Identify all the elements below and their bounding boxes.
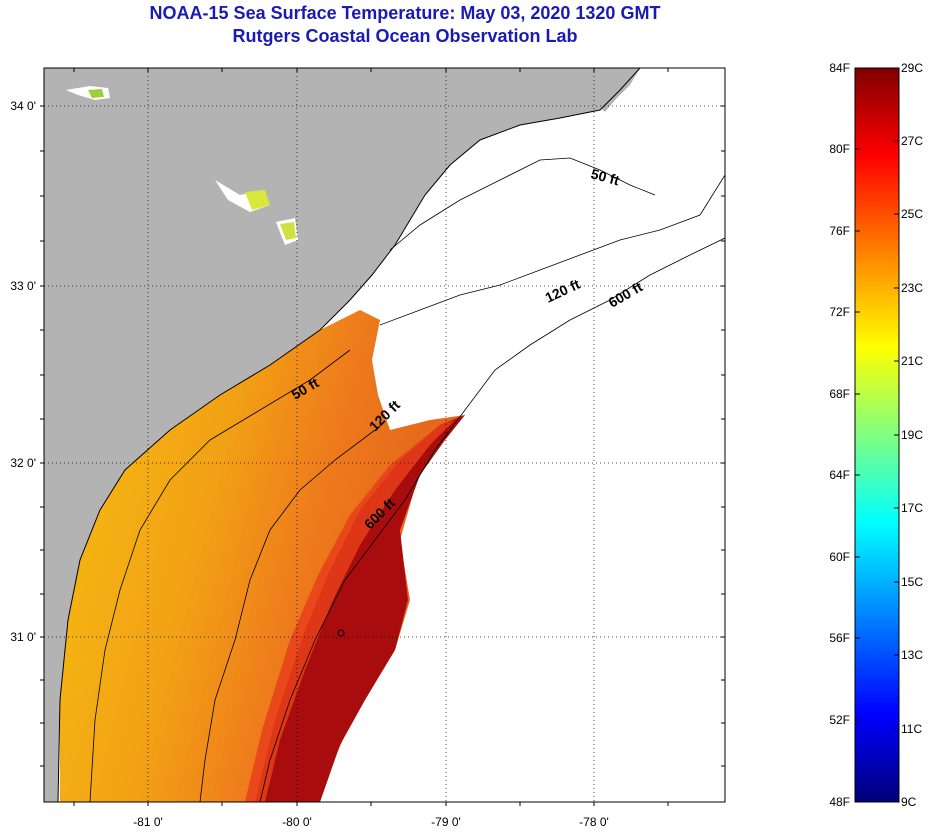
contour-label-50ft-north: 50 ft xyxy=(589,165,621,188)
colorbar-c-label: 17C xyxy=(901,501,923,515)
colorbar-c-label: 15C xyxy=(901,575,923,589)
colorbar-f-label: 84F xyxy=(829,61,850,75)
colorbar-c-label: 25C xyxy=(901,207,923,221)
colorbar-c-label: 21C xyxy=(901,354,923,368)
colorbar-c-label: 13C xyxy=(901,648,923,662)
contour-600ft xyxy=(259,237,725,802)
lon-label: -80 0' xyxy=(282,815,312,829)
lon-label: -78 0' xyxy=(579,815,609,829)
lat-label: 31 0' xyxy=(10,630,36,644)
colorbar-f-label: 68F xyxy=(829,387,850,401)
colorbar-c-label: 27C xyxy=(901,134,923,148)
colorbar-f-label: 48F xyxy=(829,795,850,809)
inland-lakes xyxy=(66,86,298,245)
colorbar-f-label: 76F xyxy=(829,224,850,238)
colorbar-f-label: 52F xyxy=(829,713,850,727)
colorbar-f-label: 64F xyxy=(829,468,850,482)
colorbar xyxy=(854,67,900,803)
map-title: NOAA-15 Sea Surface Temperature: May 03,… xyxy=(149,3,661,23)
colorbar-f-label: 72F xyxy=(829,305,850,319)
colorbar-c-label: 19C xyxy=(901,428,923,442)
contour-120ft-north xyxy=(379,174,725,326)
colorbar-f-label: 80F xyxy=(829,142,850,156)
map-ticks xyxy=(40,68,725,806)
contour-120ft-south xyxy=(199,429,376,802)
lat-lon-grid xyxy=(44,68,725,802)
lat-label: 33 0' xyxy=(10,279,36,293)
contour-50ft-south xyxy=(89,349,351,802)
lat-label: 34 0' xyxy=(10,99,36,113)
colorbar-c-label: 9C xyxy=(901,795,917,809)
contour-50ft-north xyxy=(389,157,656,251)
lon-label: -79 0' xyxy=(431,815,461,829)
sst-orange-transition xyxy=(245,420,455,802)
station-marker xyxy=(337,629,345,637)
land-mass xyxy=(44,68,640,802)
map-border xyxy=(43,67,726,803)
lat-label: 32 0' xyxy=(10,456,36,470)
colorbar-f-labels: 84F 80F 76F 72F 68F 64F 60F 56F 52F 48F xyxy=(829,61,850,809)
colorbar-c-label: 29C xyxy=(901,61,923,75)
map-subtitle: Rutgers Coastal Ocean Observation Lab xyxy=(232,26,578,46)
coastline xyxy=(57,68,641,802)
sst-gulf-stream-region xyxy=(255,415,465,802)
colorbar-c-labels: 29C 27C 25C 23C 21C 19C 17C 15C 13C 11C … xyxy=(901,61,923,809)
colorbar-f-label: 56F xyxy=(829,631,850,645)
colorbar-c-label: 23C xyxy=(901,281,923,295)
colorbar-ticks xyxy=(855,140,899,730)
colorbar-c-label: 11C xyxy=(901,722,922,736)
colorbar-f-label: 60F xyxy=(829,550,850,564)
lon-label: -81 0' xyxy=(133,815,163,829)
